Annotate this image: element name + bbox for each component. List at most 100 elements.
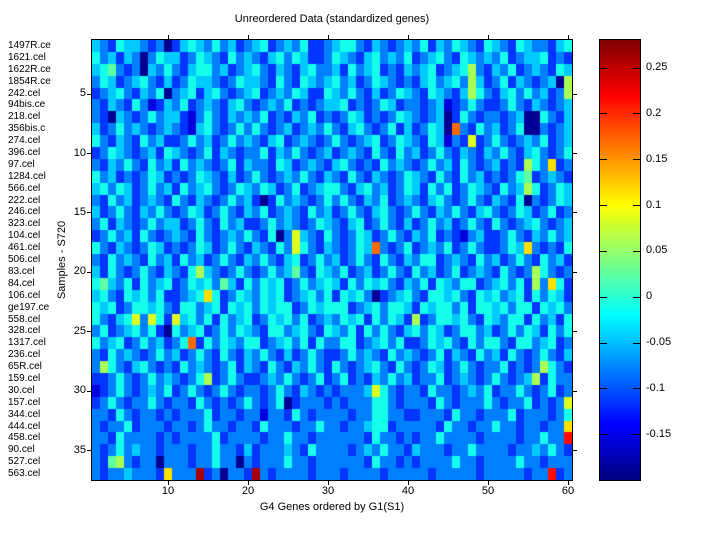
y-tick-mark bbox=[87, 212, 92, 213]
colorbar-tick-label: 0.1 bbox=[646, 198, 662, 211]
row-label: 97.cel bbox=[8, 158, 35, 170]
row-label: 1854R.ce bbox=[8, 75, 51, 87]
row-label: 218.cel bbox=[8, 111, 41, 123]
y-tick-mark bbox=[87, 153, 92, 154]
x-tick-mark bbox=[488, 480, 489, 485]
colorbar-tick-mark bbox=[633, 297, 640, 298]
colorbar-tick-mark bbox=[600, 388, 607, 389]
row-label: 566.cel bbox=[8, 182, 41, 194]
colorbar-tick-label: -0.15 bbox=[646, 427, 672, 440]
colorbar-tick-mark bbox=[600, 251, 607, 252]
row-label: 1622R.ce bbox=[8, 63, 51, 75]
row-label: 157.cel bbox=[8, 396, 41, 408]
x-tick-mark bbox=[168, 480, 169, 485]
row-label: 461.cel bbox=[8, 242, 41, 254]
y-tick-mark bbox=[572, 153, 577, 154]
colorbar-tick-label: -0.1 bbox=[646, 381, 665, 394]
colorbar-tick-mark bbox=[633, 343, 640, 344]
row-label: 242.cel bbox=[8, 87, 41, 99]
y-tick-label: 10 bbox=[73, 146, 86, 159]
colorbar-tick-mark bbox=[633, 113, 640, 114]
x-tick-label: 20 bbox=[241, 485, 255, 497]
colorbar-tick-mark bbox=[633, 251, 640, 252]
row-label: 458.cel bbox=[8, 432, 41, 444]
x-tick-label: 40 bbox=[401, 485, 415, 497]
colorbar-tick-mark bbox=[633, 205, 640, 206]
colorbar-tick-mark bbox=[633, 388, 640, 389]
row-label: 396.cel bbox=[8, 147, 41, 158]
y-tick-mark bbox=[572, 272, 577, 273]
colorbar-canvas bbox=[600, 40, 640, 480]
y-tick-label: 30 bbox=[73, 384, 86, 397]
row-label: 83.cel bbox=[8, 265, 35, 277]
row-label: 94bis.ce bbox=[8, 99, 46, 111]
row-label: 444.cel bbox=[8, 420, 41, 432]
row-label: 323.cel bbox=[8, 218, 41, 230]
x-tick-mark bbox=[248, 35, 249, 40]
x-tick-mark bbox=[568, 35, 569, 40]
y-tick-mark bbox=[87, 94, 92, 95]
row-label: 344.cel bbox=[8, 408, 41, 420]
x-tick-mark bbox=[488, 35, 489, 40]
x-axis-label: G4 Genes ordered by G1(S1) bbox=[259, 501, 405, 513]
colorbar-tick-mark bbox=[633, 434, 640, 435]
y-tick-label: 5 bbox=[79, 87, 86, 99]
y-tick-mark bbox=[87, 272, 92, 273]
colorbar-tick-mark bbox=[600, 434, 607, 435]
row-label: 563.cel bbox=[8, 468, 41, 480]
chart-title: Unreordered Data (standardized genes) bbox=[234, 13, 430, 25]
row-label: 274.cel bbox=[8, 135, 41, 147]
y-tick-mark bbox=[572, 391, 577, 392]
row-label: 90.cel bbox=[8, 444, 35, 456]
row-label: 222.cel bbox=[8, 194, 41, 206]
y-tick-mark bbox=[572, 212, 577, 213]
colorbar-tick-label: 0.05 bbox=[646, 244, 668, 257]
colorbar-tick-label: 0 bbox=[646, 290, 653, 303]
x-tick-mark bbox=[568, 480, 569, 485]
row-label: 84.cel bbox=[8, 277, 35, 289]
colorbar-tick-mark bbox=[600, 343, 607, 344]
colorbar-tick-label: -0.05 bbox=[646, 336, 672, 348]
row-label: 1317.cel bbox=[8, 337, 46, 349]
x-tick-mark bbox=[328, 480, 329, 485]
colorbar-tick-mark bbox=[600, 205, 607, 206]
colorbar-tick-label: 0.25 bbox=[646, 61, 668, 73]
x-tick-label: 10 bbox=[161, 485, 175, 497]
row-label: 104.cel bbox=[8, 230, 41, 242]
row-label: ge197.ce bbox=[8, 301, 50, 313]
y-tick-label: 35 bbox=[73, 443, 86, 456]
colorbar-tick-mark bbox=[600, 297, 607, 298]
x-tick-mark bbox=[408, 480, 409, 485]
row-label: 356bis.c bbox=[8, 123, 46, 135]
y-tick-label: 20 bbox=[73, 265, 86, 278]
x-tick-label: 50 bbox=[481, 485, 495, 497]
row-label: 328.cel bbox=[8, 325, 41, 337]
row-label: 30.cel bbox=[8, 384, 35, 396]
x-tick-mark bbox=[168, 35, 169, 40]
row-label: 558.cel bbox=[8, 313, 41, 325]
colorbar-tick-label: 0.2 bbox=[646, 106, 662, 119]
row-label: 1497R.ce bbox=[8, 39, 51, 51]
colorbar-tick-mark bbox=[633, 159, 640, 160]
row-label: 1621.cel bbox=[8, 51, 46, 63]
heatmap-canvas bbox=[92, 40, 572, 480]
y-tick-mark bbox=[572, 450, 577, 451]
x-tick-mark bbox=[408, 35, 409, 40]
row-label: 1284.cel bbox=[8, 170, 46, 182]
colorbar-tick-mark bbox=[633, 68, 640, 69]
row-label: 236.cel bbox=[8, 349, 41, 361]
y-tick-mark bbox=[572, 94, 577, 95]
row-label: 527.cel bbox=[8, 456, 41, 468]
colorbar-tick-mark bbox=[600, 113, 607, 114]
y-axis-label: Samples - S720 bbox=[56, 220, 68, 300]
row-label: 506.cel bbox=[8, 254, 41, 265]
colorbar-tick-mark bbox=[600, 159, 607, 160]
x-tick-mark bbox=[328, 35, 329, 40]
colorbar-tick-label: 0.15 bbox=[646, 152, 668, 165]
row-label: 246.cel bbox=[8, 206, 41, 218]
x-tick-label: 60 bbox=[561, 485, 575, 497]
y-tick-mark bbox=[87, 450, 92, 451]
row-label: 159.cel bbox=[8, 372, 41, 384]
x-tick-label: 30 bbox=[321, 485, 335, 497]
colorbar-tick-mark bbox=[600, 68, 607, 69]
